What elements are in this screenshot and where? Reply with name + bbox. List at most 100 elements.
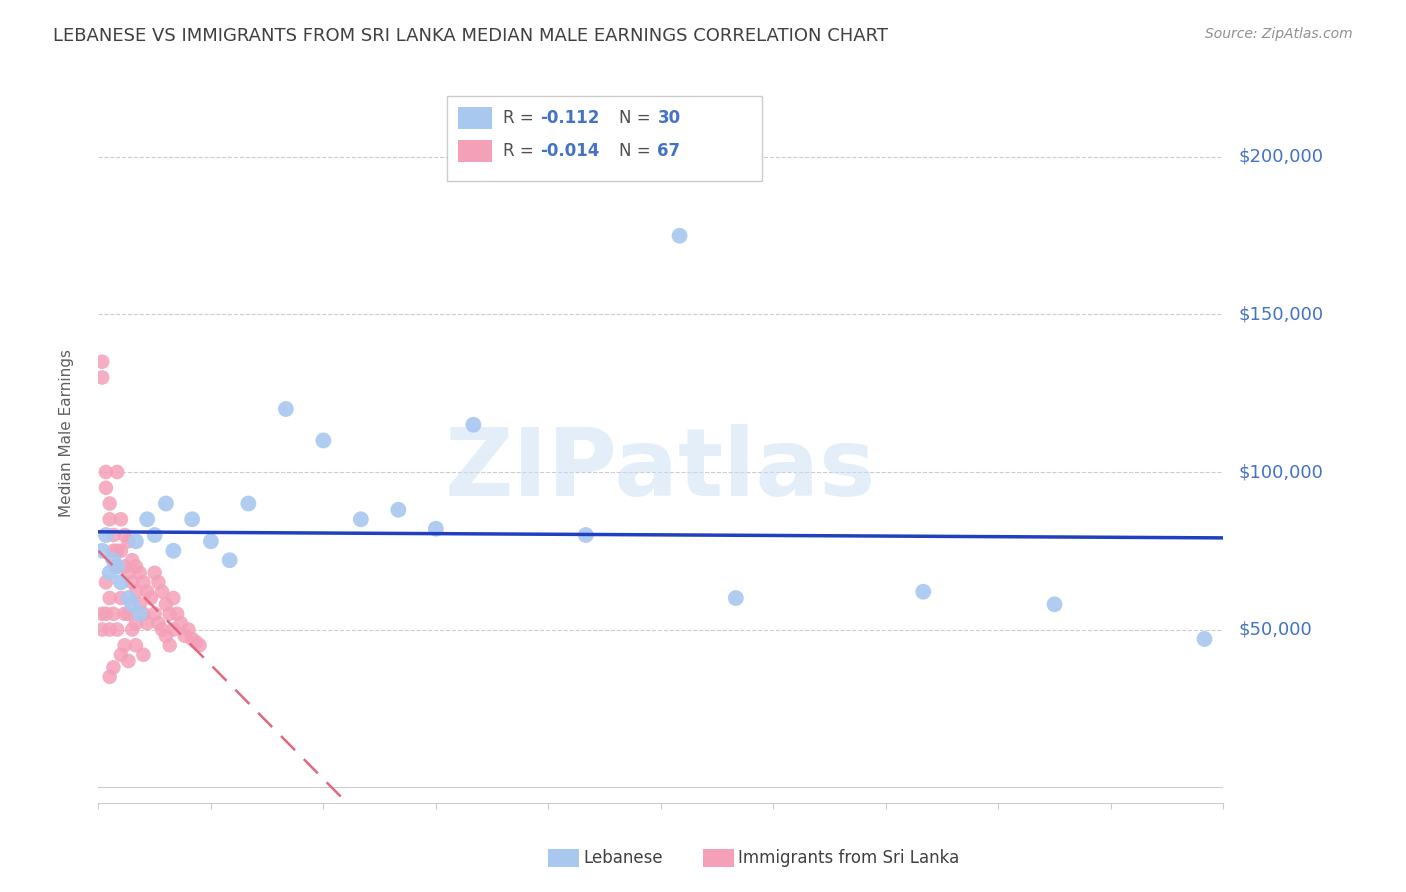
Point xyxy=(91,607,114,621)
Point xyxy=(463,417,485,432)
Point xyxy=(110,543,132,558)
Text: 30: 30 xyxy=(658,109,681,127)
Text: $150,000: $150,000 xyxy=(1239,305,1323,324)
Point xyxy=(91,623,114,637)
Point xyxy=(117,566,139,580)
Point xyxy=(184,635,207,649)
Point xyxy=(143,566,166,580)
Text: Immigrants from Sri Lanka: Immigrants from Sri Lanka xyxy=(738,849,959,867)
Point xyxy=(105,623,128,637)
Point xyxy=(159,638,181,652)
Point xyxy=(155,629,177,643)
Point xyxy=(121,575,143,590)
Point xyxy=(98,623,121,637)
Point xyxy=(98,496,121,510)
Point xyxy=(668,228,690,243)
Point xyxy=(125,534,148,549)
Point xyxy=(94,575,117,590)
Point xyxy=(162,591,184,605)
Point xyxy=(1043,597,1066,611)
Point xyxy=(132,607,155,621)
Point xyxy=(148,616,170,631)
Point xyxy=(143,528,166,542)
Point xyxy=(103,543,125,558)
Point xyxy=(103,660,125,674)
Point xyxy=(150,623,173,637)
Point xyxy=(103,528,125,542)
Point xyxy=(274,402,297,417)
Text: N =: N = xyxy=(619,109,657,127)
Point xyxy=(200,534,222,549)
Point xyxy=(121,553,143,567)
Point xyxy=(98,670,121,684)
Text: LEBANESE VS IMMIGRANTS FROM SRI LANKA MEDIAN MALE EARNINGS CORRELATION CHART: LEBANESE VS IMMIGRANTS FROM SRI LANKA ME… xyxy=(53,27,889,45)
Point xyxy=(114,638,136,652)
Point xyxy=(94,528,117,542)
Point xyxy=(148,575,170,590)
Bar xyxy=(458,107,492,129)
Bar xyxy=(458,140,492,162)
Point xyxy=(575,528,598,542)
Point xyxy=(125,584,148,599)
Text: N =: N = xyxy=(619,143,657,161)
Point xyxy=(1194,632,1216,646)
Point xyxy=(181,632,204,646)
Point xyxy=(110,575,132,590)
Point xyxy=(170,616,193,631)
Point xyxy=(98,566,121,580)
Point xyxy=(312,434,335,448)
Point xyxy=(121,597,143,611)
Point xyxy=(128,597,150,611)
Point xyxy=(94,481,117,495)
Point xyxy=(91,543,114,558)
FancyBboxPatch shape xyxy=(447,95,762,181)
Point xyxy=(125,559,148,574)
Point xyxy=(94,607,117,621)
Point xyxy=(155,496,177,510)
Point xyxy=(103,607,125,621)
Text: R =: R = xyxy=(503,143,540,161)
Point xyxy=(91,355,114,369)
Point xyxy=(159,607,181,621)
Point xyxy=(125,616,148,631)
Point xyxy=(98,591,121,605)
Point xyxy=(117,654,139,668)
Point xyxy=(188,638,211,652)
Point xyxy=(117,607,139,621)
Text: 67: 67 xyxy=(658,143,681,161)
Point xyxy=(128,607,150,621)
Point xyxy=(136,584,159,599)
Text: -0.112: -0.112 xyxy=(540,109,600,127)
Point xyxy=(103,553,125,567)
Point xyxy=(110,512,132,526)
Text: Source: ZipAtlas.com: Source: ZipAtlas.com xyxy=(1205,27,1353,41)
Point xyxy=(110,648,132,662)
Point xyxy=(114,528,136,542)
Text: $100,000: $100,000 xyxy=(1239,463,1323,481)
Point xyxy=(110,591,132,605)
Text: ZIPatlas: ZIPatlas xyxy=(446,424,876,516)
Point xyxy=(162,543,184,558)
Point xyxy=(114,607,136,621)
Text: Lebanese: Lebanese xyxy=(583,849,664,867)
Point xyxy=(143,607,166,621)
Point xyxy=(98,512,121,526)
Point xyxy=(724,591,747,605)
Text: Median Male Earnings: Median Male Earnings xyxy=(59,349,75,516)
Point xyxy=(155,597,177,611)
Point xyxy=(132,575,155,590)
Text: $50,000: $50,000 xyxy=(1239,621,1312,639)
Point xyxy=(150,584,173,599)
Point xyxy=(425,522,447,536)
Point xyxy=(181,512,204,526)
Point xyxy=(94,465,117,479)
Point xyxy=(136,616,159,631)
Point xyxy=(117,591,139,605)
Point xyxy=(139,591,162,605)
Point xyxy=(177,623,200,637)
Point xyxy=(105,559,128,574)
Point xyxy=(162,623,184,637)
Point xyxy=(166,607,188,621)
Point xyxy=(136,512,159,526)
Text: $200,000: $200,000 xyxy=(1239,148,1323,166)
